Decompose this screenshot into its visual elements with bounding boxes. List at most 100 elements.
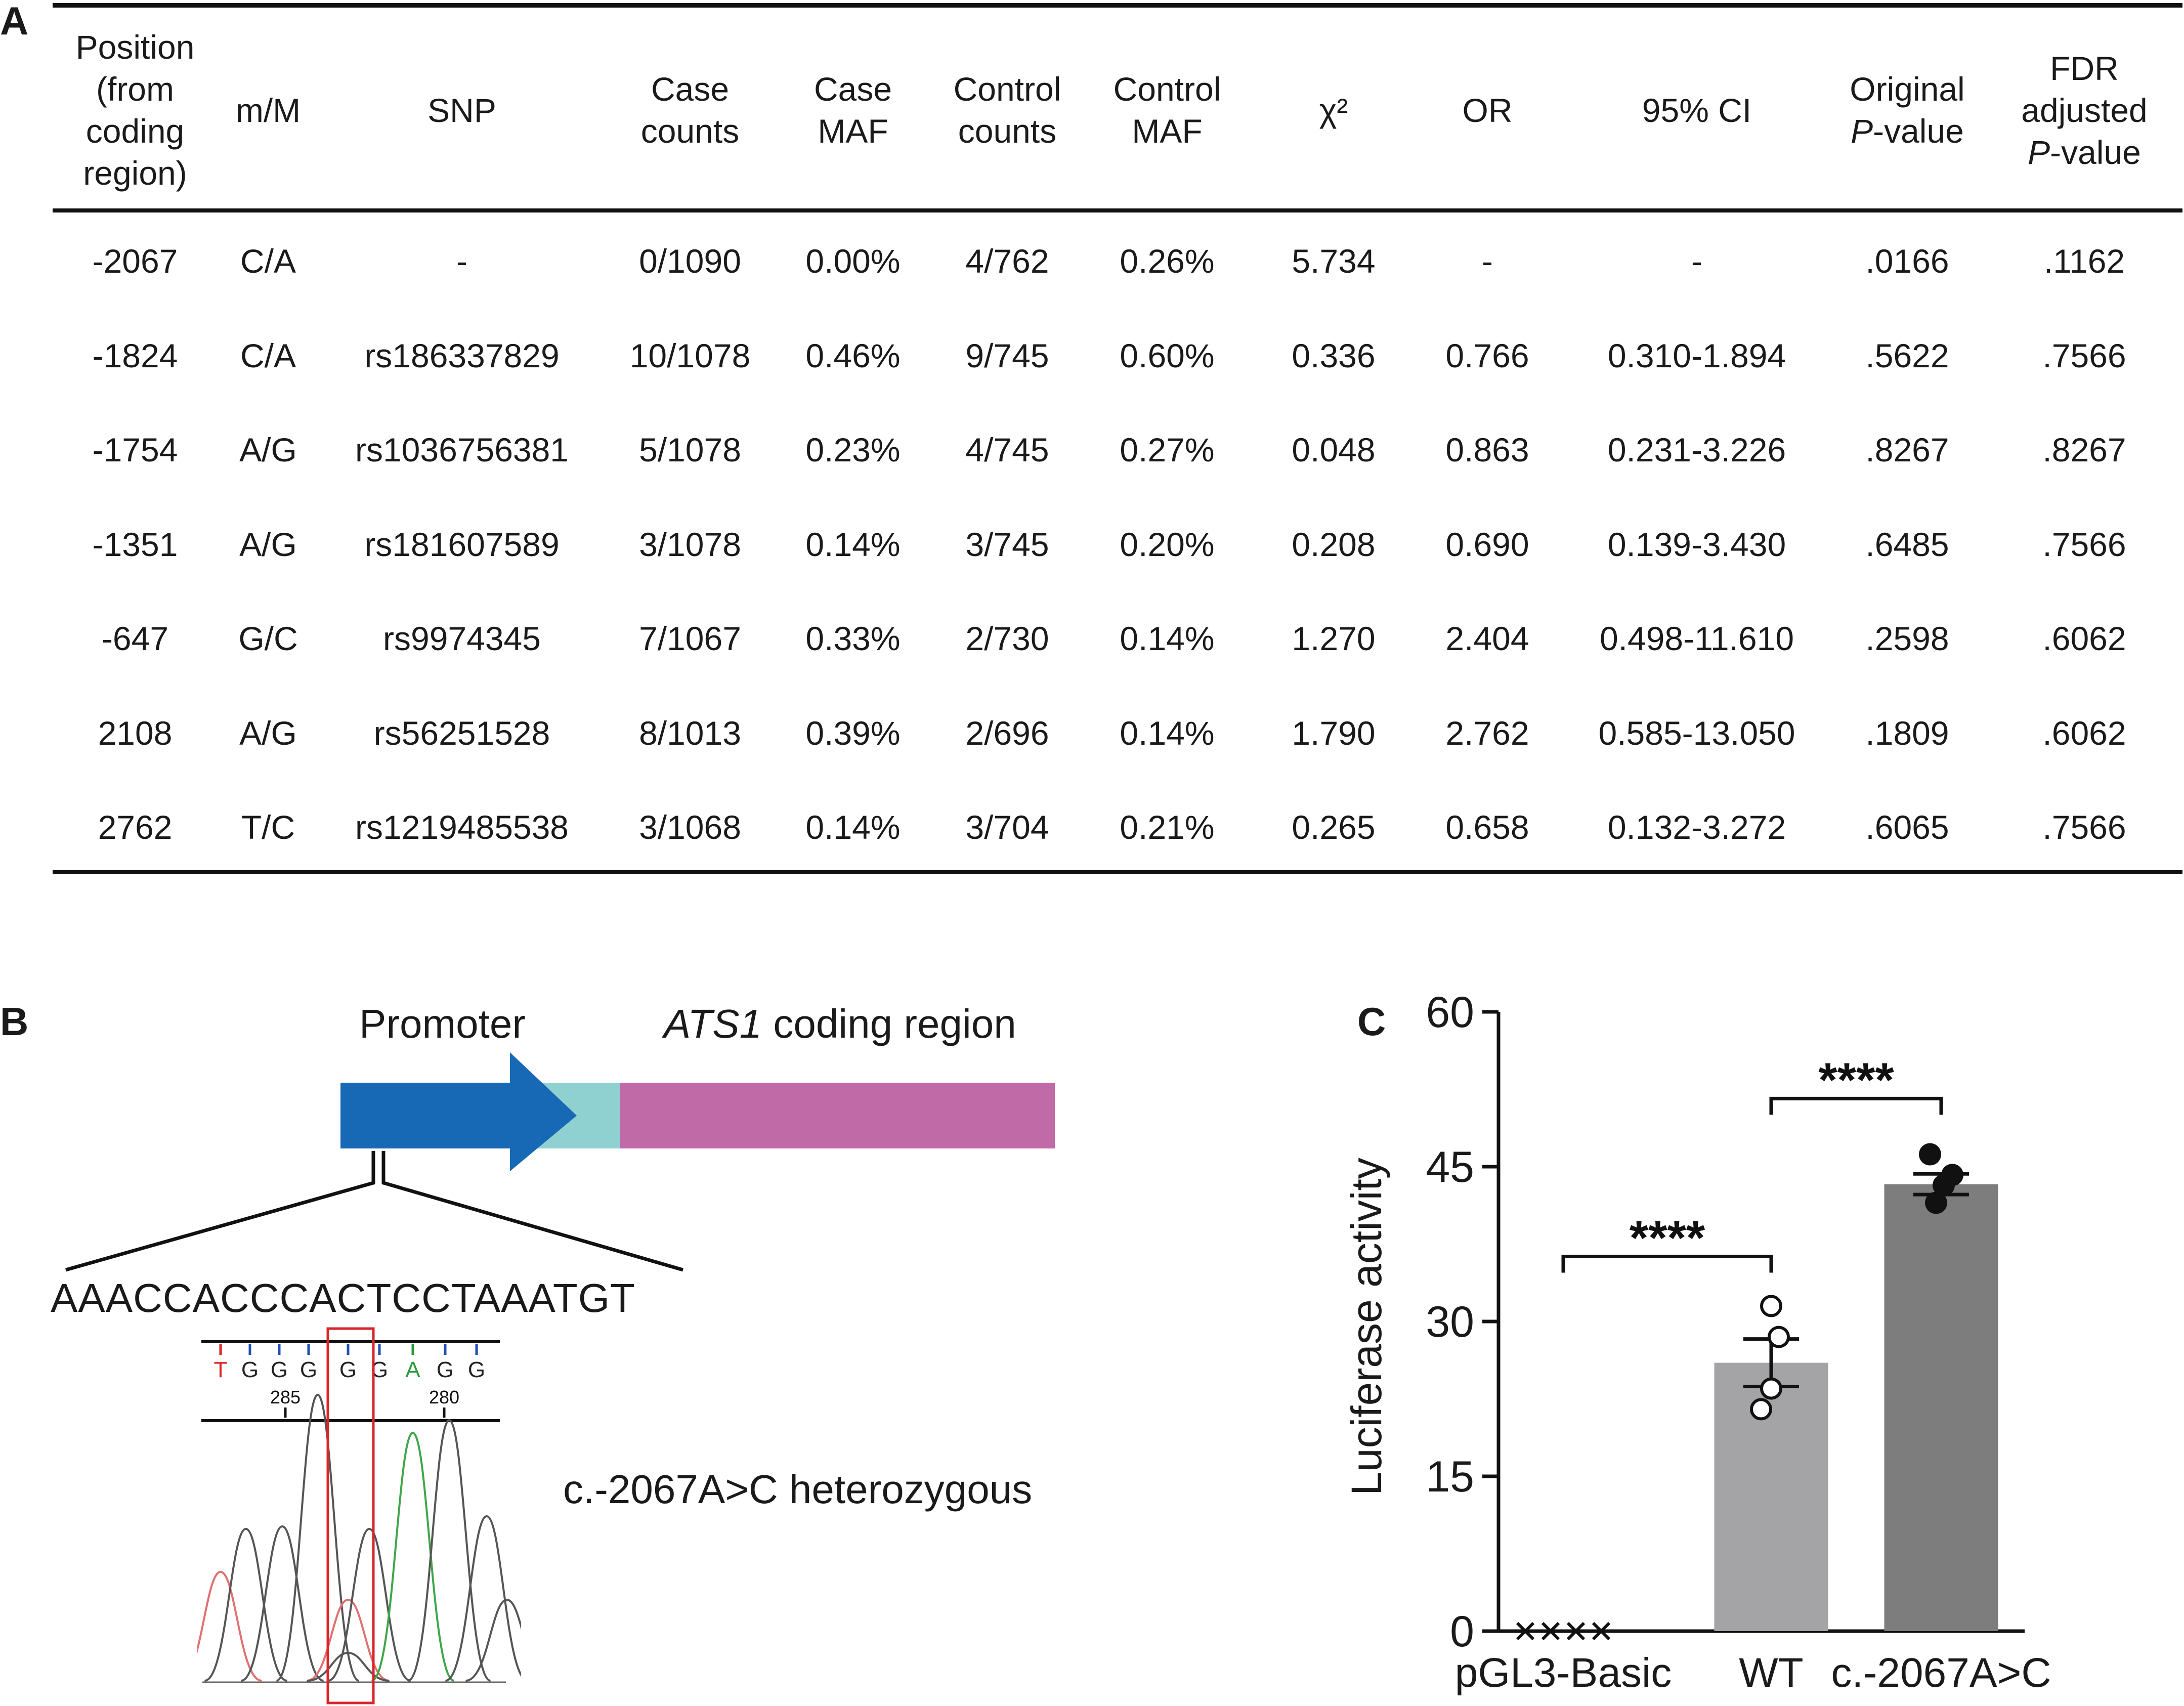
table-header-line: OR <box>1462 91 1513 129</box>
table-cell: 0.585-13.050 <box>1598 714 1795 752</box>
base-call: G <box>468 1357 485 1382</box>
table-cell: 3/745 <box>965 526 1049 563</box>
table-cell: 0.658 <box>1445 808 1529 846</box>
table-header-cell: Case MAF <box>814 68 892 152</box>
table-cell: .6485 <box>1865 526 1949 563</box>
table-header-cell: χ² <box>1319 90 1348 132</box>
table-header-line: Control <box>953 70 1061 108</box>
table-cell: 0.33% <box>805 620 901 657</box>
promoter-arrow <box>340 1052 577 1171</box>
table-cell: 0.26% <box>1120 242 1215 280</box>
table-cell: A/G <box>239 431 297 468</box>
table-header-cell: Original P-value <box>1850 68 1964 152</box>
significance-label: **** <box>1818 1053 1894 1107</box>
table-header-line: (from <box>96 70 174 108</box>
table-cell: 0.27% <box>1120 431 1215 468</box>
table-header-line: MAF <box>818 112 888 150</box>
table-cell: rs1219485538 <box>355 808 569 846</box>
table-cell: 1.270 <box>1292 620 1376 657</box>
significance-bracket <box>1561 1254 1773 1273</box>
table-cell: 2/696 <box>965 714 1049 752</box>
data-point <box>1933 1174 1955 1197</box>
table-cell: 0.766 <box>1445 337 1529 374</box>
base-call: T <box>214 1357 228 1382</box>
table-cell: C/A <box>240 242 296 280</box>
table-cell: .0166 <box>1865 242 1949 280</box>
table-cell: -1754 <box>92 431 178 468</box>
table-header-cell: Control MAF <box>1114 68 1221 152</box>
table-cell: .7566 <box>2042 808 2126 846</box>
significance-label: **** <box>1630 1211 1705 1265</box>
promoter-label: Promoter <box>359 1001 526 1046</box>
table-cell: 0.132-3.272 <box>1607 808 1786 846</box>
table-header-line: Case <box>651 70 730 108</box>
position-label: 280 <box>429 1387 459 1408</box>
table-cell: .1809 <box>1865 714 1949 752</box>
table-cell: .1162 <box>2043 242 2125 280</box>
base-call: G <box>437 1357 454 1382</box>
table-cell: 2.404 <box>1445 620 1529 657</box>
table-cell: - <box>1482 242 1493 280</box>
table-cell: 4/762 <box>965 242 1049 280</box>
table-cell: 3/1068 <box>639 808 741 846</box>
table-cell: C/A <box>240 337 296 374</box>
table-header-rule <box>53 208 2182 212</box>
table-cell: 2108 <box>98 714 173 752</box>
y-tick-label: 15 <box>1426 1453 1474 1501</box>
table-header-cell: Control counts <box>954 68 1061 152</box>
table-cell: 0.863 <box>1445 431 1529 468</box>
table-cell: -1824 <box>92 337 178 374</box>
table-cell: 2762 <box>98 808 173 846</box>
table-cell: 4/745 <box>965 431 1049 468</box>
table-header-line: coding <box>85 112 185 150</box>
position-label: 285 <box>270 1387 301 1408</box>
table-cell: 0.20% <box>1120 526 1215 563</box>
table-header-line: counts <box>958 112 1057 150</box>
table-cell: 3/1078 <box>639 526 741 563</box>
table-cell: .6065 <box>1865 808 1949 846</box>
table-header-line: FDR <box>2050 49 2119 87</box>
table-cell: 2.762 <box>1445 714 1529 752</box>
table-cell: 0.498-11.610 <box>1599 620 1794 657</box>
table-cell: .6062 <box>2042 620 2126 657</box>
data-point <box>1760 1295 1782 1317</box>
table-cell: 9/745 <box>965 337 1049 374</box>
table-cell: - <box>456 242 467 280</box>
trace-peak <box>371 1431 455 1682</box>
bar-wt <box>1714 1362 1828 1631</box>
trace-peak <box>307 1598 390 1682</box>
table-cell: 0.14% <box>805 808 901 846</box>
significance-bracket <box>1769 1096 1943 1115</box>
data-point <box>1925 1191 1947 1214</box>
data-point <box>1566 1622 1586 1641</box>
table-header-line: counts <box>640 112 740 150</box>
base-call: A <box>405 1357 420 1382</box>
table-cell: rs9974345 <box>383 620 541 657</box>
data-point <box>1541 1622 1560 1641</box>
table-header-cell: FDR adjusted P-value <box>2021 48 2148 174</box>
table-cell: 0/1090 <box>639 242 741 280</box>
table-cell: 0.14% <box>1120 714 1215 752</box>
x-tick-label: pGL3-Basic <box>1455 1650 1672 1696</box>
trace-peak <box>197 1570 263 1682</box>
table-header-line: m/M <box>235 91 301 129</box>
table-header-line: Position <box>75 28 195 66</box>
table-cell: 0.60% <box>1120 337 1215 374</box>
table-cell: .7566 <box>2042 526 2126 563</box>
base-call: G <box>339 1357 357 1382</box>
table-header-cell: m/M <box>236 90 301 132</box>
trace-peak <box>276 1393 360 1682</box>
table-cell: 0.310-1.894 <box>1607 337 1786 374</box>
trace-peak <box>240 1525 324 1682</box>
x-tick-label: c.-2067A>C <box>1831 1650 2051 1696</box>
table-header-line: 95% CI <box>1642 91 1752 129</box>
y-tick-label: 60 <box>1426 992 1474 1037</box>
table-cell: - <box>1691 242 1702 280</box>
table-header-line: χ² <box>1319 91 1348 129</box>
table-header-cell: OR <box>1463 90 1513 132</box>
y-tick-label: 45 <box>1426 1143 1474 1191</box>
panel-label-c: C <box>1357 999 1386 1044</box>
table-header-line: Case <box>813 70 892 108</box>
table-cell: 10/1078 <box>629 337 751 374</box>
